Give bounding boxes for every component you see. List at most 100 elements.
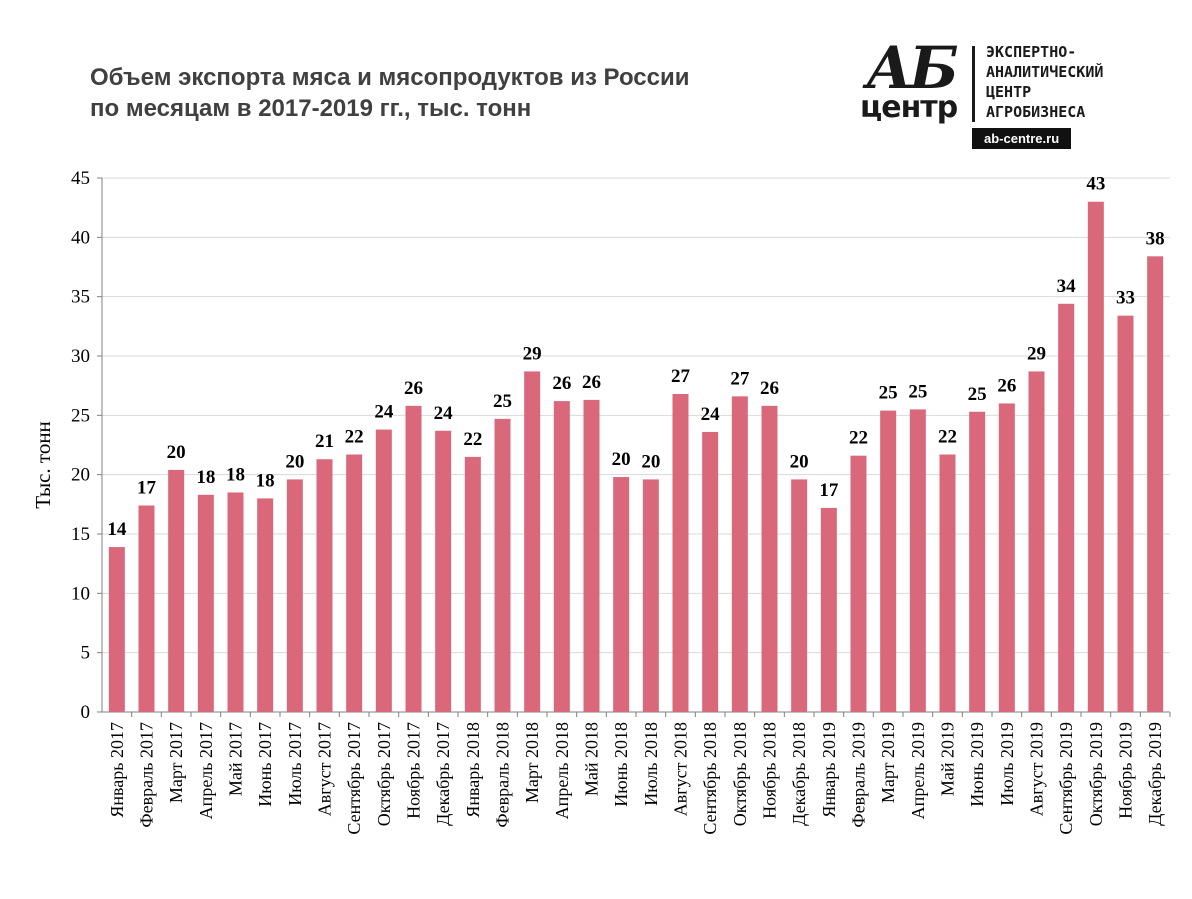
x-tick-label: Февраль 2017: [137, 722, 157, 828]
x-tick-label: Декабрь 2018: [789, 722, 809, 826]
data-label: 26: [760, 378, 779, 399]
x-tick-label: Май 2018: [582, 722, 602, 796]
x-tick-label: Январь 2019: [819, 722, 839, 818]
x-tick-label: Март 2017: [166, 722, 186, 803]
bar: [316, 459, 333, 712]
x-tick-label: Июль 2018: [641, 722, 661, 806]
data-label: 29: [523, 343, 542, 364]
data-label: 22: [345, 426, 364, 447]
bar: [1058, 303, 1075, 712]
y-tick-label: 20: [71, 465, 90, 486]
bar: [642, 479, 659, 712]
y-tick-label: 5: [81, 643, 91, 664]
data-label: 26: [404, 378, 423, 399]
bar: [702, 431, 719, 712]
data-label: 38: [1146, 228, 1165, 249]
bar: [880, 410, 897, 712]
data-label: 18: [226, 464, 245, 485]
y-tick-label: 35: [71, 287, 90, 308]
bar: [613, 477, 630, 712]
bar: [375, 429, 392, 712]
y-tick-label: 25: [71, 405, 90, 426]
logo-text: ЭКСПЕРТНО- АНАЛИТИЧЕСКИЙ ЦЕНТР АГРОБИЗНЕ…: [986, 42, 1103, 122]
chart-title: Объем экспорта мяса и мясопродуктов из Р…: [90, 62, 810, 124]
bar: [909, 409, 926, 712]
y-tick-label: 10: [71, 583, 90, 604]
data-label: 33: [1116, 288, 1135, 309]
y-axis-label: Тыс. тонн: [31, 421, 55, 509]
x-tick-label: Декабрь 2017: [433, 722, 453, 826]
data-label: 18: [196, 467, 215, 488]
y-tick-label: 15: [71, 524, 90, 545]
bar: [524, 371, 541, 712]
data-label: 25: [908, 381, 927, 402]
data-label: 27: [730, 368, 750, 389]
data-label: 26: [582, 372, 601, 393]
logo-mark-centr: центр: [860, 90, 958, 125]
data-label: 17: [819, 480, 839, 501]
data-label: 20: [167, 442, 186, 463]
bar: [791, 479, 808, 712]
x-tick-label: Январь 2017: [107, 722, 127, 818]
x-tick-label: Октябрь 2018: [730, 722, 750, 826]
logo-separator: [972, 46, 975, 122]
x-tick-label: Ноябрь 2018: [760, 722, 780, 819]
bar: [257, 498, 274, 712]
x-tick-label: Июнь 2017: [255, 722, 275, 807]
data-label: 17: [137, 478, 157, 499]
logo-text-line2: АНАЛИТИЧЕСКИЙ: [986, 63, 1104, 81]
data-label: 24: [701, 404, 721, 425]
data-label: 26: [997, 375, 1016, 396]
x-tick-label: Май 2019: [938, 722, 958, 796]
bar: [1147, 256, 1164, 712]
logo-url: ab-centre.ru: [972, 128, 1072, 149]
x-tick-label: Июнь 2019: [967, 722, 987, 807]
logo-mark-ab: АБ: [866, 34, 959, 102]
logo-mark: АБ центр: [860, 34, 970, 130]
x-tick-label: Январь 2018: [463, 722, 483, 818]
bar: [405, 405, 422, 712]
bar: [731, 396, 748, 712]
bar: [346, 454, 363, 712]
ab-centre-logo: АБ центр ЭКСПЕРТНО- АНАЛИТИЧЕСКИЙ ЦЕНТР …: [860, 34, 1170, 152]
x-tick-label: Май 2017: [226, 722, 246, 796]
bar: [553, 401, 570, 712]
data-label: 34: [1057, 276, 1077, 297]
bar: [969, 411, 986, 712]
data-label: 27: [671, 366, 691, 387]
logo-text-line3: ЦЕНТР: [986, 83, 1032, 101]
bar: [494, 418, 511, 712]
data-label: 22: [849, 428, 868, 449]
chart-title-line1: Объем экспорта мяса и мясопродуктов из Р…: [90, 64, 690, 91]
y-tick-label: 40: [71, 227, 90, 248]
data-label: 25: [968, 384, 987, 405]
data-label: 22: [938, 426, 957, 447]
data-label: 18: [256, 470, 275, 491]
x-tick-label: Декабрь 2019: [1145, 722, 1165, 826]
bar: [850, 455, 867, 712]
x-tick-label: Февраль 2018: [493, 722, 513, 828]
x-tick-label: Февраль 2019: [849, 722, 869, 828]
data-label: 43: [1086, 174, 1105, 195]
x-tick-label: Март 2019: [878, 722, 898, 803]
chart-title-line2: по месяцам в 2017-2019 гг., тыс. тонн: [90, 95, 532, 122]
bar: [435, 430, 452, 712]
data-label: 24: [434, 403, 454, 424]
y-tick-label: 0: [81, 702, 91, 723]
data-label: 14: [107, 519, 127, 540]
x-tick-label: Июль 2017: [285, 722, 305, 806]
data-label: 20: [641, 451, 660, 472]
x-tick-label: Август 2017: [315, 722, 335, 816]
bar: [820, 507, 837, 712]
bar: [998, 403, 1015, 712]
data-label: 25: [493, 391, 512, 412]
bar: [227, 492, 244, 712]
logo-text-line4: АГРОБИЗНЕСА: [986, 103, 1086, 121]
y-tick-label: 30: [71, 346, 90, 367]
x-tick-label: Сентябрь 2019: [1056, 722, 1076, 835]
bar: [197, 494, 214, 712]
bar: [939, 454, 956, 712]
bar: [1117, 315, 1134, 712]
x-tick-label: Ноябрь 2017: [404, 722, 424, 819]
